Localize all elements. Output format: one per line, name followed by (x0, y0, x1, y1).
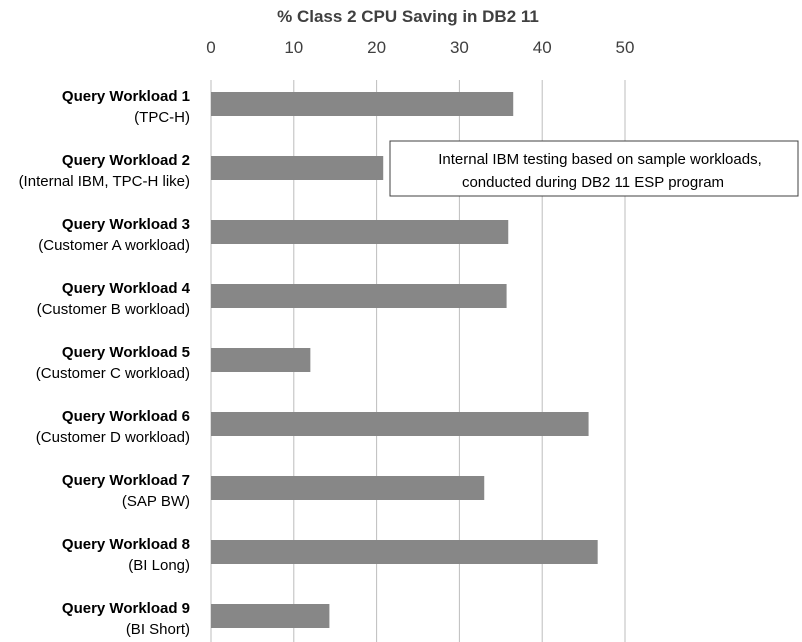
category-label-5: Query Workload 5 (62, 344, 190, 361)
category-label-8: Query Workload 8 (62, 536, 190, 553)
category-detail-9: (BI Short) (126, 621, 190, 638)
annotation-line-1: Internal IBM testing based on sample wor… (438, 151, 762, 168)
annotation-border (389, 140, 799, 197)
category-label-2: Query Workload 2 (62, 152, 190, 169)
x-axis-ticks: 0 10 20 30 40 50 (206, 38, 634, 57)
category-detail-4: (Customer B workload) (37, 301, 190, 318)
category-label-3: Query Workload 3 (62, 216, 190, 233)
x-tick-label-30: 30 (450, 38, 469, 57)
category-detail-2: (Internal IBM, TPC-H like) (19, 173, 190, 190)
bars (211, 92, 598, 628)
bar-workload-1 (211, 92, 514, 116)
x-tick-label-10: 10 (284, 38, 303, 57)
x-tick-label-0: 0 (206, 38, 215, 57)
chart-title: % Class 2 CPU Saving in DB2 11 (277, 7, 539, 26)
bar-workload-8 (211, 540, 598, 564)
category-label-9: Query Workload 9 (62, 600, 190, 617)
category-detail-6: (Customer D workload) (36, 429, 190, 446)
category-label-4: Query Workload 4 (62, 280, 191, 297)
bar-workload-9 (211, 604, 330, 628)
category-label-6: Query Workload 6 (62, 408, 190, 425)
category-detail-5: (Customer C workload) (36, 365, 190, 382)
bar-workload-5 (211, 348, 311, 372)
bar-workload-4 (211, 284, 507, 308)
x-tick-label-20: 20 (367, 38, 386, 57)
category-labels: Query Workload 1 (TPC-H) Query Workload 2 (… (19, 88, 191, 638)
category-detail-8: (BI Long) (128, 557, 190, 574)
x-tick-label-40: 40 (533, 38, 552, 57)
category-label-7: Query Workload 7 (62, 472, 190, 489)
category-detail-3: (Customer A workload) (38, 237, 190, 254)
category-detail-1: (TPC-H) (134, 109, 190, 126)
bar-workload-3 (211, 220, 509, 244)
category-detail-7: (SAP BW) (122, 493, 190, 510)
category-label-1: Query Workload 1 (62, 88, 190, 105)
annotation-line-2: conducted during DB2 11 ESP program (462, 174, 724, 191)
annotation-box: Internal IBM testing based on sample wor… (389, 140, 799, 197)
bar-workload-7 (211, 476, 485, 500)
bar-workload-2 (211, 156, 384, 180)
x-tick-label-50: 50 (616, 38, 635, 57)
bar-workload-6 (211, 412, 589, 436)
